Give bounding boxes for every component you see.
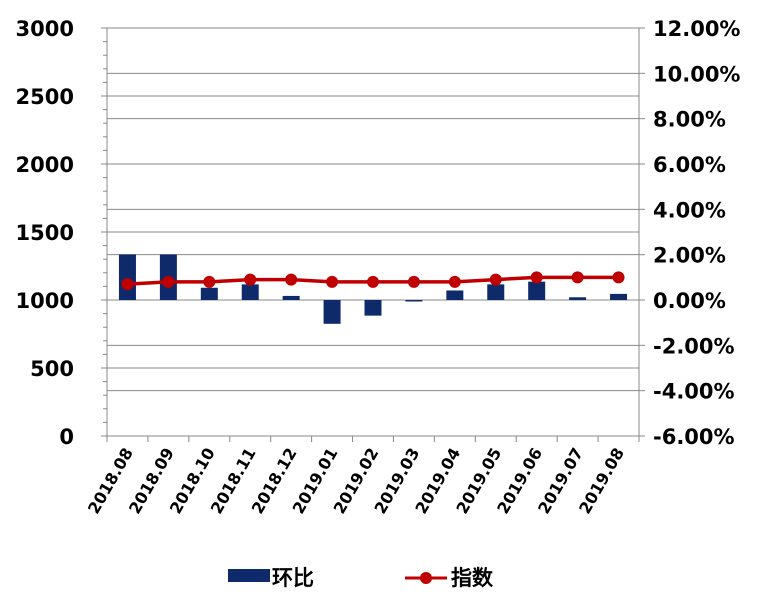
line-point — [203, 275, 216, 288]
bar — [282, 295, 300, 300]
line-point — [530, 271, 543, 284]
bar — [610, 293, 628, 300]
line-point — [121, 278, 134, 291]
line-point — [326, 275, 339, 288]
left-axis-tick-label: 0 — [59, 425, 74, 449]
right-axis-tick-labels: -6.00% -4.00% -2.00% 0.00% 2.00% 4.00% 6.00% 8.… — [653, 17, 740, 449]
legend-bar-swatch — [228, 569, 270, 582]
legend: 环比 指数 — [228, 566, 494, 590]
line-point — [244, 273, 257, 286]
left-axis-tick-label: 1000 — [16, 289, 74, 313]
line-point — [489, 273, 502, 286]
line-point — [162, 275, 175, 288]
right-axis-tick-label: 8.00% — [653, 108, 726, 132]
right-axis-tick-label: 4.00% — [653, 198, 726, 222]
left-axis-tick-labels: 0 500 1000 1500 2000 2500 3000 — [16, 17, 74, 449]
bar-series — [118, 254, 628, 324]
axes — [101, 27, 645, 442]
line-point — [285, 273, 298, 286]
bar — [528, 281, 546, 300]
line-point — [448, 275, 461, 288]
gridlines — [107, 27, 639, 392]
legend-line-label: 指数 — [451, 566, 494, 590]
bar — [118, 254, 136, 300]
right-axis-tick-label: 10.00% — [653, 62, 740, 86]
right-axis-tick-label: -4.00% — [653, 380, 735, 404]
left-axis-tick-label: 1500 — [16, 221, 74, 245]
line-point — [571, 271, 584, 284]
legend-bar-label: 环比 — [272, 566, 314, 590]
left-axis-tick-label: 500 — [30, 357, 74, 381]
right-axis-tick-label: -2.00% — [653, 334, 735, 358]
right-axis-tick-label: 2.00% — [653, 244, 726, 268]
right-axis-tick-label: 12.00% — [653, 17, 740, 41]
bar — [446, 290, 464, 300]
line-series — [121, 271, 625, 291]
bar — [487, 284, 505, 300]
legend-line-marker — [420, 572, 432, 584]
line-point — [612, 271, 625, 284]
bar — [200, 287, 218, 300]
bar — [241, 284, 259, 300]
bar — [569, 297, 587, 300]
left-axis-tick-label: 3000 — [16, 17, 74, 41]
right-axis-tick-label: 6.00% — [653, 153, 726, 177]
line-point — [367, 275, 379, 288]
right-axis-tick-label: -6.00% — [653, 425, 735, 449]
bar — [323, 300, 341, 324]
left-axis-tick-label: 2500 — [16, 85, 74, 109]
line-point — [407, 275, 420, 288]
right-axis-tick-label: 0.00% — [653, 289, 726, 313]
left-axis-tick-label: 2000 — [16, 153, 74, 177]
x-axis-tick-labels: 2018.082018.092018.102018.112018.122019.… — [84, 445, 628, 518]
bar — [405, 300, 423, 302]
bar — [364, 300, 382, 316]
